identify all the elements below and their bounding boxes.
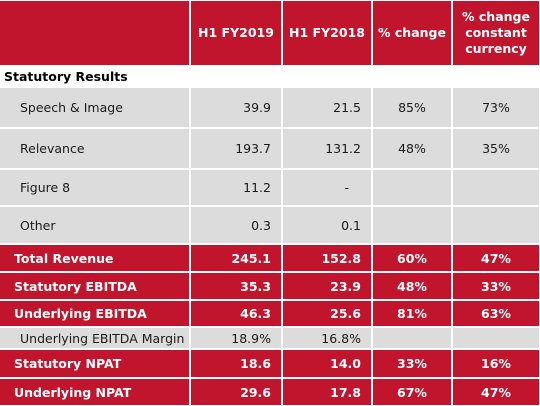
column-header: H1 FY2018: [283, 1, 371, 65]
row-value: 63%: [453, 301, 539, 326]
row-value: 39.9: [191, 88, 281, 127]
row-value: 245.1: [191, 245, 281, 271]
row-value: 46.3: [191, 301, 281, 326]
row-value: 131.2: [283, 129, 371, 168]
row-value: 25.6: [283, 301, 371, 326]
row-value: 14.0: [283, 350, 371, 377]
row-value: 35.3: [191, 273, 281, 299]
row-value: [373, 170, 451, 205]
row-value: 60%: [373, 245, 451, 271]
row-label: Relevance: [0, 129, 189, 168]
row-value: -: [283, 170, 371, 205]
row-value: 18.6: [191, 350, 281, 377]
row-value: [373, 328, 451, 348]
row-value: 16%: [453, 350, 539, 377]
row-label: Statutory NPAT: [0, 350, 189, 377]
row-value: 67%: [373, 379, 451, 405]
row-value: 152.8: [283, 245, 371, 271]
row-value: 11.2: [191, 170, 281, 205]
row-value: 48%: [373, 129, 451, 168]
row-label: Speech & Image: [0, 88, 189, 127]
row-value: 16.8%: [283, 328, 371, 348]
column-header: % change constant currency: [453, 1, 539, 65]
row-value: 23.9: [283, 273, 371, 299]
row-value: 33%: [373, 350, 451, 377]
column-header: H1 FY2019: [191, 1, 281, 65]
row-value: [453, 170, 539, 205]
row-value: 73%: [453, 88, 539, 127]
row-label: Other: [0, 207, 189, 243]
row-value: [453, 328, 539, 348]
row-label: Statutory EBITDA: [0, 273, 189, 299]
row-value: 47%: [453, 245, 539, 271]
row-value: 85%: [373, 88, 451, 127]
row-value: 18.9%: [191, 328, 281, 348]
row-label: Underlying EBITDA Margin: [0, 328, 189, 348]
row-value: 48%: [373, 273, 451, 299]
section-title: Statutory Results: [4, 69, 128, 84]
row-value: 21.5: [283, 88, 371, 127]
row-value: [373, 207, 451, 243]
row-value: 0.1: [283, 207, 371, 243]
row-label: Underlying EBITDA: [0, 301, 189, 326]
row-label: Figure 8: [0, 170, 189, 205]
row-value: 81%: [373, 301, 451, 326]
row-value: [453, 207, 539, 243]
row-value: 47%: [453, 379, 539, 405]
row-label: Total Revenue: [0, 245, 189, 271]
row-value: 35%: [453, 129, 539, 168]
column-header: [0, 1, 189, 65]
row-value: 29.6: [191, 379, 281, 405]
row-value: 17.8: [283, 379, 371, 405]
column-header: % change: [373, 1, 451, 65]
row-value: 33%: [453, 273, 539, 299]
row-value: 0.3: [191, 207, 281, 243]
row-value: 193.7: [191, 129, 281, 168]
row-label: Underlying NPAT: [0, 379, 189, 405]
